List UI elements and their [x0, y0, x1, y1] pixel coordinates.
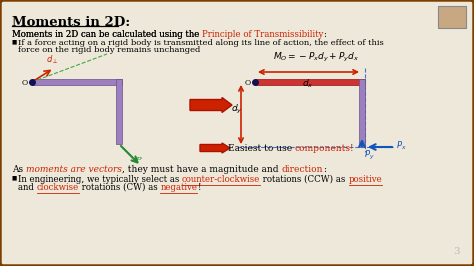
Text: , they must have a magnitude and: , they must have a magnitude and [122, 165, 281, 174]
Text: As: As [12, 165, 26, 174]
Text: :: : [323, 30, 327, 39]
Text: 3: 3 [454, 247, 460, 256]
Text: !: ! [197, 183, 201, 192]
Text: direction: direction [281, 165, 323, 174]
Text: ■: ■ [12, 175, 17, 180]
Text: ■: ■ [12, 39, 17, 44]
Text: $P_x$: $P_x$ [396, 140, 407, 152]
Text: O: O [22, 79, 28, 87]
Text: O: O [245, 79, 251, 87]
Text: Principle of Transmissibility: Principle of Transmissibility [202, 30, 323, 39]
Text: and: and [18, 183, 36, 192]
Bar [438, 6, 466, 28]
Text: $M_O = -P_x d_y + P_y d_x$: $M_O = -P_x d_y + P_y d_x$ [273, 51, 359, 64]
Text: In engineering, we typically select as: In engineering, we typically select as [18, 175, 182, 184]
Text: counter-clockwise: counter-clockwise [182, 175, 261, 184]
Text: rotations (CW) as: rotations (CW) as [79, 183, 160, 192]
Bar [359, 79, 365, 147]
FancyArrow shape [190, 98, 232, 113]
Text: moments are vectors: moments are vectors [26, 165, 122, 174]
Text: rotations (CCW) as: rotations (CCW) as [261, 175, 348, 184]
Bar [116, 79, 122, 144]
Text: clockwise: clockwise [36, 183, 79, 192]
Text: Easiest to use: Easiest to use [228, 144, 295, 153]
Text: $P_y$: $P_y$ [364, 148, 374, 161]
Text: negative: negative [160, 183, 197, 192]
Text: Moments in 2D:: Moments in 2D: [12, 16, 130, 29]
Text: Moments in 2D can be calculated using the: Moments in 2D can be calculated using th… [12, 30, 202, 39]
Text: $d_x$: $d_x$ [302, 78, 313, 90]
Text: P: P [135, 156, 141, 164]
Text: $d_\perp$: $d_\perp$ [46, 54, 58, 66]
Text: :: : [323, 165, 326, 174]
FancyArrow shape [200, 143, 230, 153]
Text: components!: components! [295, 144, 355, 153]
Text: $d_y$: $d_y$ [231, 102, 243, 115]
Text: positive: positive [348, 175, 383, 184]
Text: Moments in 2D can be calculated using the Principle of Transmissibility: Moments in 2D can be calculated using th… [12, 30, 323, 39]
Text: Moments in 2D can be calculated using the: Moments in 2D can be calculated using th… [12, 30, 202, 39]
Bar [32, 79, 122, 85]
Text: If a force acting on a rigid body is transmitted along its line of action, the e: If a force acting on a rigid body is tra… [18, 39, 384, 47]
Bar [255, 79, 365, 85]
Text: force on the rigid body remains unchanged: force on the rigid body remains unchange… [18, 46, 201, 54]
